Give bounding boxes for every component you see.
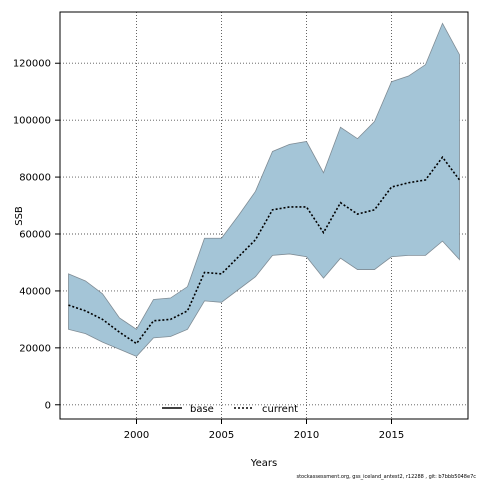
- x-tick-label: 2005: [209, 430, 234, 441]
- y-tick-label: 40000: [19, 286, 51, 297]
- confidence-band: [68, 22, 460, 357]
- ci-band-area: [68, 22, 460, 357]
- series-line-current: [68, 155, 461, 345]
- y-tick-label: 0: [45, 400, 51, 411]
- series-lines: [68, 155, 461, 345]
- x-tick-label: 2015: [379, 430, 404, 441]
- y-tick-label: 80000: [19, 173, 51, 184]
- y-tick-label: 20000: [19, 343, 51, 354]
- y-tick-label: 100000: [13, 116, 51, 127]
- axis-ticks: 2000 2005 2010 2015 0 20000 40000 60000 80000 100…: [13, 59, 404, 441]
- x-axis-label: Years: [250, 458, 277, 469]
- legend: base current: [162, 404, 298, 415]
- legend-current-label: current: [262, 404, 298, 415]
- plot-frame: [59, 11, 469, 420]
- y-tick-label: 120000: [13, 59, 51, 70]
- y-axis-label: SSB: [14, 206, 25, 226]
- x-tick-label: 2010: [294, 430, 319, 441]
- y-tick-label: 60000: [19, 230, 51, 241]
- footnote: stockassessment.org, gss_iceland_antest2…: [296, 474, 476, 480]
- x-tick-label: 2000: [124, 430, 149, 441]
- legend-base-label: base: [190, 404, 214, 415]
